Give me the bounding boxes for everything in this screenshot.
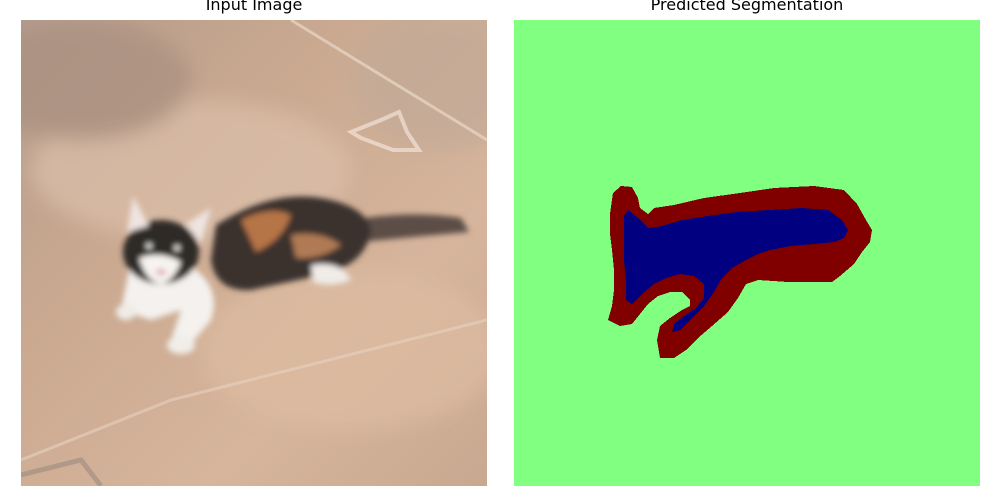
floor-highlight: [201, 270, 487, 430]
tile-seam: [21, 457, 103, 486]
segmentation-mask: [514, 20, 980, 486]
floor-shadow: [21, 20, 191, 140]
input-image-panel: Input Image: [21, 0, 487, 500]
segmentation-panel: Predicted Segmentation: [514, 0, 980, 500]
tile-seam: [21, 318, 487, 462]
cat: [116, 196, 469, 354]
tile-star: [346, 109, 423, 152]
seg-pet-region: [624, 208, 848, 332]
tile-seam: [290, 20, 487, 142]
input-image: [21, 20, 487, 486]
segmentation-title: Predicted Segmentation: [650, 0, 844, 14]
input-image-title: Input Image: [205, 0, 303, 14]
